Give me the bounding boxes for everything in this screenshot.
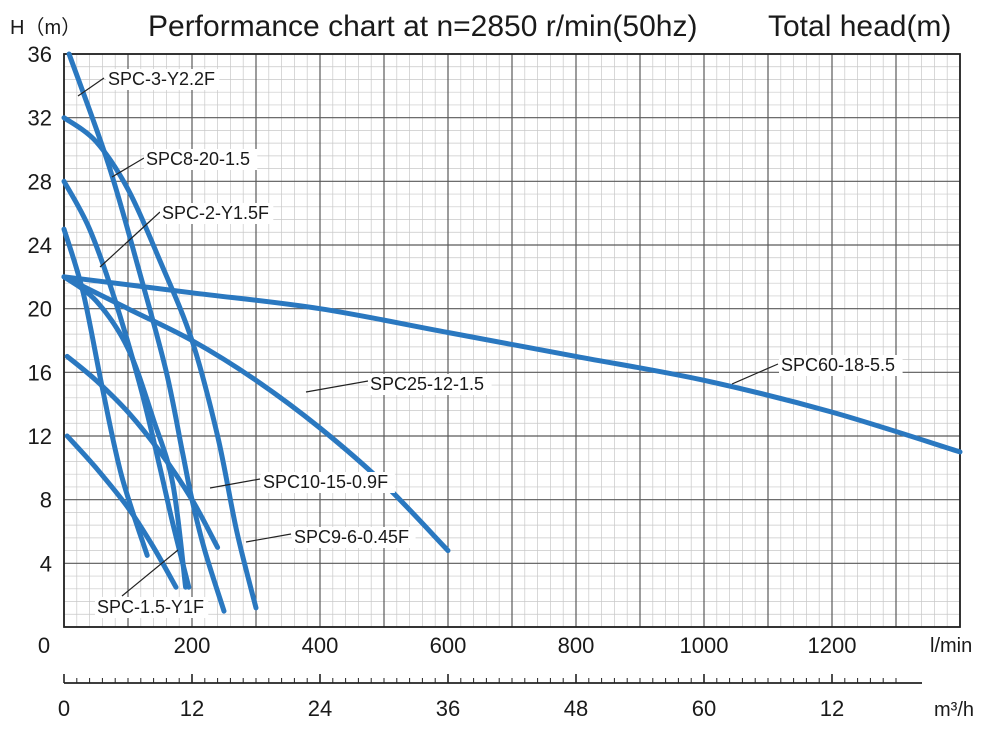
x2-tick-label: 24 [308,696,332,721]
x-tick-label: 800 [558,633,595,658]
y-tick-label: 16 [28,360,52,385]
label-leader-line [209,478,261,489]
label-leader-line [77,77,105,97]
x-tick-labels: 0 200 400 600 800 1000 1200 [38,633,857,658]
label-leader-line [245,533,292,543]
x2-tick-label: 12 [820,696,844,721]
y-tick-label: 32 [28,106,52,131]
x-tick-label: 1000 [680,633,729,658]
label-background [144,149,258,170]
y-tick-label: 36 [28,42,52,67]
secondary-x-axis: 0 12 24 36 48 60 12 [58,674,922,721]
curve-label: SPC-3-Y2.2F [108,69,215,89]
curve-label: SPC9-6-0.45F [294,527,409,547]
curve-spc8-20-1-5 [61,115,259,611]
y-axis-label: H（m） [10,16,81,39]
y-tick-label: 24 [28,233,52,258]
curve-spc10-15-0-9f [61,274,189,590]
label-leader-line [121,549,179,597]
plot-frame [63,53,961,628]
x2-tick-label: 0 [58,696,70,721]
chart-title: Performance chart at n=2850 r/min(50hz) [148,10,697,43]
curve-spc60-18-5-5 [61,274,963,455]
x2-tick-label: 48 [564,696,588,721]
curve-spc9-6-0-45f [64,353,221,550]
x-tick-label: 0 [38,633,50,658]
x-tick-label: 400 [302,633,339,658]
label-leader-line [731,363,779,385]
x2-axis-label: m³/h [934,699,974,721]
curve-spc-3-y2-2f [66,51,227,614]
performance-curves [61,51,963,614]
grid [63,53,961,628]
x-tick-label: 200 [174,633,211,658]
x-tick-label: 1200 [808,633,857,658]
label-background [368,374,492,395]
label-leader-line [305,380,369,393]
x-tick-label: 600 [430,633,467,658]
y-tick-labels: 4 8 12 16 20 24 28 32 36 [28,42,52,576]
x2-tick-label: 12 [180,696,204,721]
curve-label: SPC25-12-1.5 [370,374,484,394]
x2-tick-label: 60 [692,696,716,721]
label-background [160,203,274,224]
curve-labels: SPC-3-Y2.2F SPC8-20-1.5 SPC-2-Y1.5F SPC25-1… [95,69,903,618]
y-tick-label: 28 [28,169,52,194]
label-background [95,597,209,618]
label-background [292,527,416,548]
curve-label: SPC-1.5-Y1F [97,597,204,617]
y-tick-label: 8 [40,488,52,513]
y-tick-label: 20 [28,297,52,322]
label-background [261,472,395,493]
label-leader-line [111,157,145,178]
y-tick-label: 4 [40,551,52,576]
x-axis-label: l/min [930,635,972,657]
x2-tick-label: 36 [436,696,460,721]
chart-subtitle: Total head(m) [768,10,951,43]
label-background [106,69,220,90]
curve-label: SPC-2-Y1.5F [162,203,269,223]
curve-label: SPC60-18-5.5 [781,355,895,375]
curve-spc-1-5-y1f [64,433,179,590]
label-leaders [77,77,779,597]
label-leader-line [99,211,161,268]
curve-label: SPC8-20-1.5 [146,149,250,169]
y-tick-label: 12 [28,424,52,449]
curve-label: SPC10-15-0.9F [263,472,388,492]
label-background [779,355,903,376]
